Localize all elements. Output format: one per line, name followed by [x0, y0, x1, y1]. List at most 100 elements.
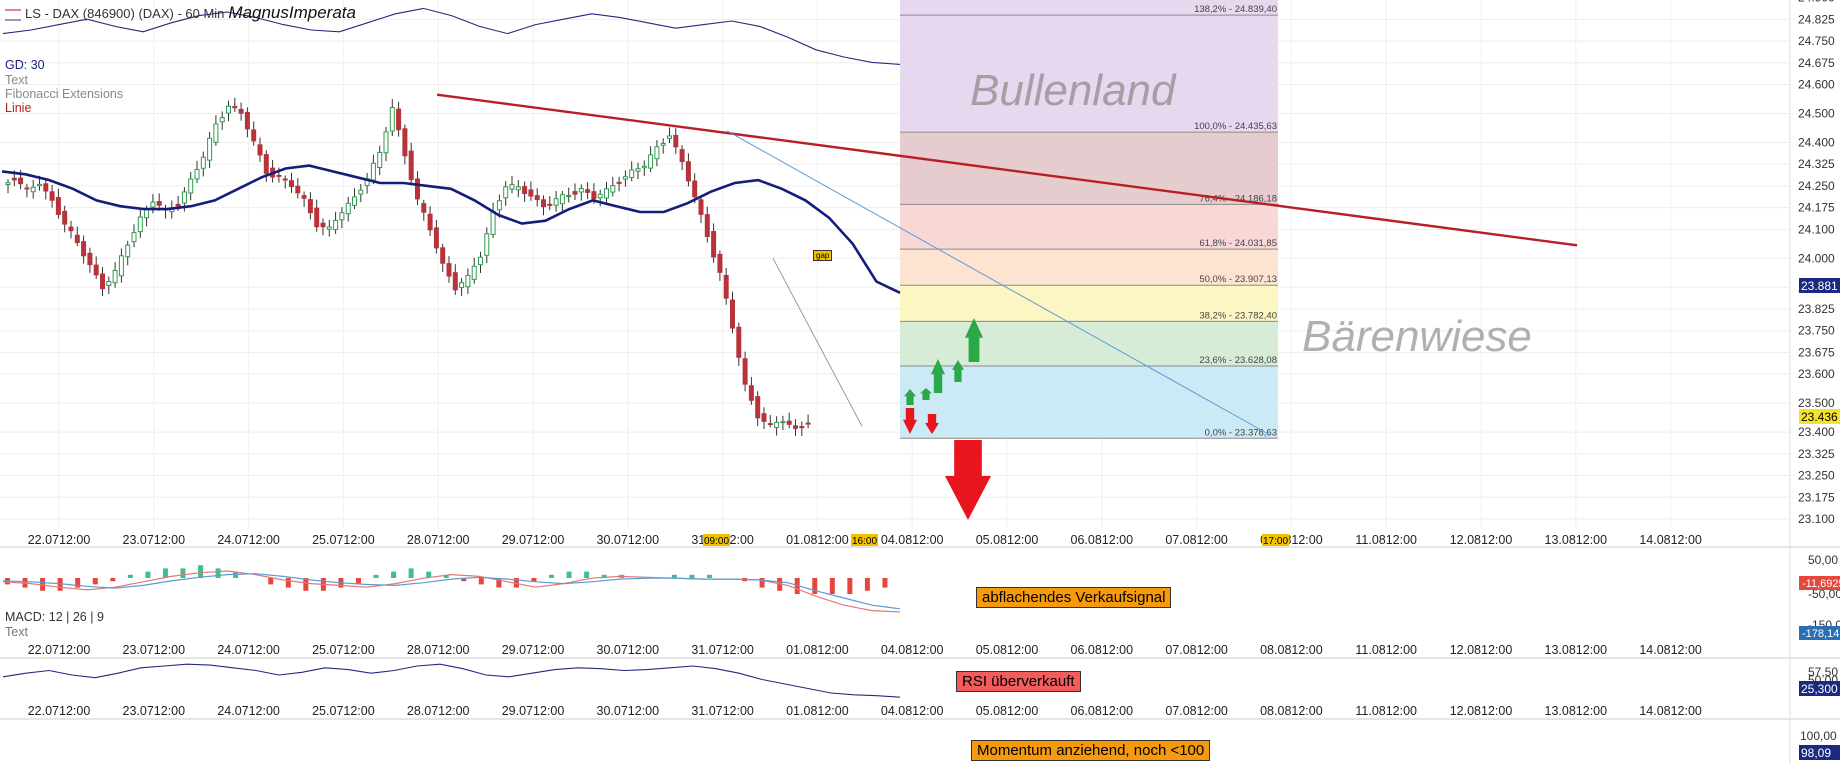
x-tick-label: 23.0712:00	[123, 704, 186, 718]
candle-body	[156, 201, 162, 206]
candle-body	[74, 234, 80, 243]
time-badge-text: 17:00	[1263, 536, 1288, 547]
candle-body	[112, 270, 118, 284]
candle-body	[490, 210, 496, 235]
chart-title: LS - DAX (846900) (DAX) - 60 Min	[25, 6, 225, 21]
candle-body	[339, 212, 345, 221]
x-tick-label: 28.0712:00	[407, 643, 470, 657]
macd-histogram-bar	[689, 574, 695, 578]
candle-body	[478, 256, 483, 266]
legend-macd-text: Text	[5, 625, 28, 639]
candle-body	[591, 191, 597, 200]
chart-header: LS - DAX (846900) (DAX) - 60 Min MagnusIm…	[5, 3, 356, 23]
candle-body	[307, 199, 313, 214]
author-signature: MagnusImperata	[228, 3, 356, 22]
fib-label: 0,0% - 23.378,63	[1205, 427, 1277, 438]
x-tick-label: 14.0812:00	[1639, 643, 1702, 657]
candle-body	[295, 185, 301, 194]
candle-body	[137, 216, 143, 233]
candle-body	[503, 186, 509, 199]
macd-badge	[1799, 576, 1840, 590]
candle-body	[585, 189, 591, 193]
macd-histogram-bar	[426, 571, 432, 578]
x-tick-label: 11.0812:00	[1355, 704, 1417, 718]
macd-histogram-bar	[584, 571, 590, 578]
candle-body	[440, 247, 446, 264]
momentum-note: Momentum anziehend, noch <100	[971, 740, 1211, 761]
x-tick-label: 13.0812:00	[1545, 643, 1608, 657]
macd-histogram-bar	[601, 574, 607, 578]
x-tick-label: 30.0712:00	[597, 643, 660, 657]
x-tick-label: 08.0812:00	[1260, 704, 1323, 718]
candle-body	[125, 244, 131, 258]
up-arrow-icon	[904, 389, 916, 405]
candle-body	[389, 107, 395, 132]
x-tick-label: 23.0712:00	[123, 533, 186, 547]
fib-zone	[900, 321, 1278, 367]
momentum-line	[2, 7, 901, 65]
candle-body	[282, 178, 288, 181]
candle-body	[667, 135, 672, 139]
macd-histogram-bar	[92, 578, 98, 585]
candle-body	[465, 274, 471, 288]
candle-body	[748, 385, 754, 401]
fib-label: 76,4% - 24.186,18	[1199, 193, 1277, 204]
macd-histogram-bar	[461, 578, 467, 582]
fib-zone-top	[900, 0, 1278, 16]
y-tick-label: 24.500	[1798, 106, 1835, 120]
candle-body	[528, 189, 534, 197]
candle-body	[433, 227, 439, 249]
macd-histogram-bar	[40, 578, 46, 591]
fib-label: 100,0% - 24.435,63	[1194, 121, 1277, 132]
candle-body	[175, 203, 181, 207]
candle-body	[30, 186, 36, 193]
macd-histogram-bar	[566, 571, 572, 578]
up-arrow-icon	[931, 359, 945, 393]
candle-body	[742, 358, 748, 385]
x-tick-label: 12.0812:00	[1450, 643, 1513, 657]
candle-body	[257, 144, 263, 156]
x-tick-label: 22.0712:00	[28, 643, 91, 657]
macd-histogram-bar	[759, 578, 765, 588]
candle-body	[566, 195, 572, 198]
x-tick-label: 28.0712:00	[407, 533, 470, 547]
y-tick-label: 24.600	[1798, 78, 1835, 92]
candle-body	[244, 111, 250, 130]
candle-body	[698, 199, 704, 215]
x-tick-label: 24.0712:00	[217, 643, 280, 657]
fib-label: 61,8% - 24.031,85	[1199, 238, 1277, 249]
macd-badge	[1799, 626, 1840, 640]
x-tick-label: 05.0812:00	[976, 704, 1039, 718]
price-badge-text: 23.436	[1801, 410, 1838, 424]
x-tick-label: 08.0812:00	[1260, 643, 1323, 657]
candle-body	[345, 202, 351, 215]
up-arrow-icon	[965, 318, 983, 362]
x-tick-label: 06.0812:00	[1071, 643, 1134, 657]
macd-histogram-bar	[180, 568, 186, 578]
rsi-note: RSI überverkauft	[956, 671, 1081, 692]
candle-body	[333, 219, 339, 231]
y-tick-label: 23.100	[1798, 512, 1835, 526]
candle-body	[805, 422, 811, 425]
down-arrow-icon	[945, 440, 991, 520]
candle-body	[289, 180, 294, 188]
candle-body	[604, 188, 609, 199]
candle-body	[717, 254, 723, 273]
y-tick-label: 23.675	[1798, 345, 1835, 359]
candle-body	[383, 131, 389, 154]
x-tick-label: 30.0712:00	[597, 533, 660, 547]
candle-body	[43, 183, 49, 192]
gap-line	[772, 258, 863, 427]
y-tick-label: 24.100	[1798, 222, 1835, 236]
candle-body	[711, 230, 717, 258]
candle-body	[106, 281, 112, 286]
candle-body	[408, 150, 414, 181]
rsi-y-tick: 57,50	[1808, 665, 1838, 679]
candle-body	[685, 161, 691, 182]
candle-body	[767, 423, 773, 426]
y-tick-label: 23.600	[1798, 367, 1835, 381]
candle-body	[251, 129, 257, 142]
candle-body	[301, 195, 307, 199]
macd-badge-text: -11,6925	[1802, 578, 1840, 590]
